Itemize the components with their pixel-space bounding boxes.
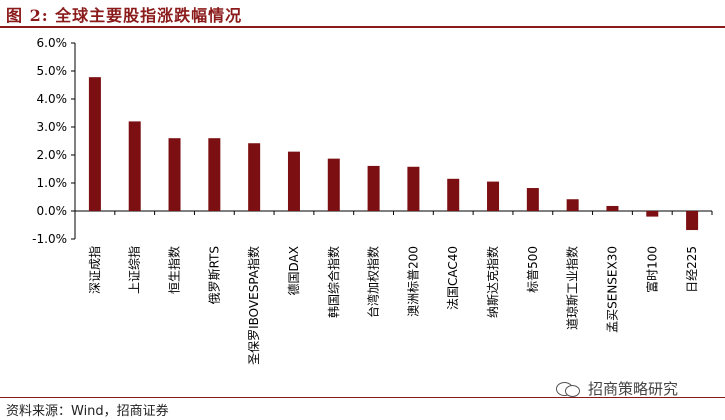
bar	[128, 121, 141, 211]
bar	[646, 211, 659, 217]
bar	[686, 211, 699, 231]
bar	[287, 151, 300, 211]
x-tick-label: 富时100	[644, 246, 659, 293]
watermark: 招商策略研究	[556, 378, 678, 399]
x-tick-label: 纳斯达克指数	[485, 246, 500, 318]
bar	[367, 165, 380, 211]
bar	[248, 143, 261, 211]
bar	[487, 181, 500, 211]
bar	[447, 178, 460, 211]
y-tick-label: 4.0%	[37, 92, 68, 106]
x-tick-label: 德国DAX	[286, 246, 301, 295]
bar	[88, 77, 101, 211]
x-tick-label: 日经225	[685, 246, 699, 293]
x-tick-label: 标普500	[526, 246, 540, 293]
wechat-icon	[556, 380, 582, 398]
bar	[606, 205, 619, 211]
x-tick-label: 台湾加权指数	[366, 246, 381, 318]
y-tick-label: 1.0%	[37, 176, 68, 190]
x-tick-label: 澳洲标普200	[406, 246, 420, 317]
bar-chart: -1.0% 0.0% 1.0% 2.0% 3.0% 4.0% 5.0% 6.0% 深证成指 上证综…	[32, 36, 713, 365]
x-tick-label: 孟买SENSEX30	[605, 246, 619, 333]
bar	[208, 138, 221, 211]
bar	[407, 166, 420, 211]
y-tick-label: 6.0%	[37, 36, 68, 50]
figure-title: 图 2: 全球主要股指涨跌幅情况	[6, 6, 243, 25]
x-tick-label: 法国CAC40	[446, 246, 460, 310]
bar	[327, 158, 340, 211]
footer-divider	[0, 397, 725, 398]
x-tick-label: 俄罗斯RTS	[207, 246, 221, 304]
bar	[526, 188, 539, 211]
y-tick-label: 3.0%	[37, 120, 68, 134]
bar	[168, 138, 181, 211]
x-tick-label: 深证成指	[87, 246, 102, 294]
x-tick-label: 道琼斯工业指数	[565, 246, 580, 330]
y-tick-label: 0.0%	[37, 204, 68, 218]
x-tick-label: 恒生指数	[167, 246, 182, 294]
watermark-text: 招商策略研究	[588, 380, 679, 398]
x-tick-label: 韩国综合指数	[326, 246, 341, 318]
source-note: 资料来源：Wind，招商证券	[6, 404, 169, 419]
title-bar: 图 2: 全球主要股指涨跌幅情况	[0, 0, 725, 28]
y-tick-label: -1.0%	[32, 232, 67, 246]
title-underline	[0, 26, 725, 28]
x-tick-label: 圣保罗IBOVESPA指数	[246, 246, 261, 365]
x-tick-label: 上证综指	[127, 246, 142, 294]
y-tick-label: 5.0%	[37, 64, 68, 78]
y-tick-label: 2.0%	[37, 148, 68, 162]
bar	[566, 199, 579, 211]
